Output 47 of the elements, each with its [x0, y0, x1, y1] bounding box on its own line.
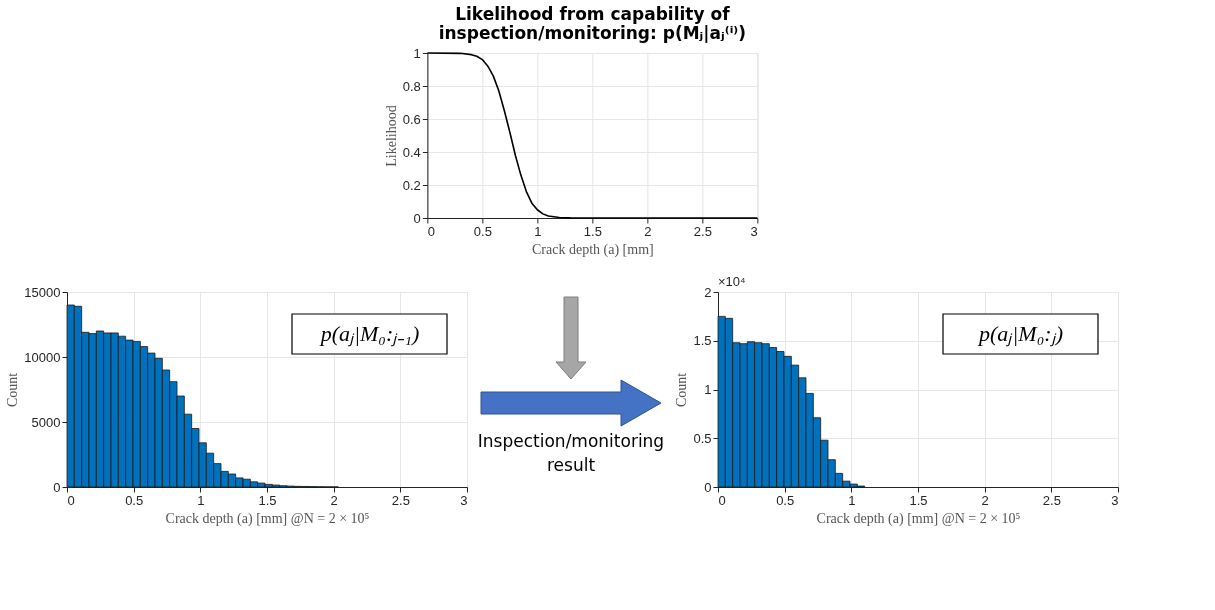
x-tick-label: 3	[750, 223, 758, 239]
x-axis-title: Crack depth (a) [mm] @N = 2 × 10⁵	[816, 510, 1021, 527]
x-tick-label: 0.5	[473, 223, 492, 239]
y-tick-label: 0.8	[402, 78, 421, 94]
y-axis-title: Count	[5, 372, 21, 408]
y-axis-title: Likelihood	[383, 105, 399, 167]
y-tick-label: 0.6	[402, 111, 421, 127]
x-tick-label: 3	[1111, 492, 1119, 508]
y-tick-label: 1.5	[693, 333, 712, 349]
text: ×10⁴	[718, 274, 746, 289]
annotation: p(aⱼ|M₀:ⱼ)	[976, 321, 1064, 347]
x-tick-label: 2.5	[693, 223, 712, 239]
y-tick-label: 1	[413, 45, 421, 61]
x-axis-title: Crack depth (a) [mm] @N = 2 × 10⁵	[165, 510, 370, 527]
x-tick-label: 1.5	[583, 223, 602, 239]
x-tick-label: 0	[427, 223, 436, 239]
y-tick-label: 2	[704, 284, 712, 300]
x-tick-label: 2	[981, 492, 989, 508]
x-tick-label: 1	[848, 492, 856, 508]
y-tick-label: 0	[53, 479, 61, 495]
x-tick-label: 0.5	[125, 492, 144, 508]
y-tick-label: 1	[704, 382, 712, 397]
chart-title: Likelihood from capability of inspection/monitoring: p(Mⱼ|aⱼ⁽ⁱ⁾)	[438, 4, 747, 43]
y-tick-label: 10000	[24, 349, 61, 365]
y-tick-label: 0.2	[402, 177, 421, 193]
text: Inspection/monitoring result	[477, 431, 665, 475]
y-tick-label: 0	[704, 479, 712, 495]
x-tick-label: 1	[534, 223, 542, 239]
x-tick-label: 0	[67, 492, 75, 508]
x-tick-label: 2.5	[1042, 492, 1061, 508]
x-tick-label: 2	[330, 492, 338, 508]
y-tick-label: 0.4	[402, 144, 421, 160]
x-tick-label: 0	[718, 492, 726, 508]
x-tick-label: 3	[460, 492, 468, 508]
x-tick-label: 1.5	[258, 492, 277, 508]
y-axis-title: Count	[674, 372, 690, 408]
x-axis-title: Crack depth (a) [mm]	[532, 241, 654, 258]
y-tick-label: 0	[413, 210, 421, 226]
annotation: p(aⱼ|M₀:ⱼ₋₁)	[318, 321, 420, 347]
x-tick-label: 2	[644, 223, 652, 239]
x-tick-label: 1	[197, 492, 205, 508]
y-tick-label: 15000	[24, 284, 61, 300]
y-tick-label: 0.5	[693, 430, 712, 446]
y-tick-label: 5000	[31, 414, 61, 430]
x-tick-label: 2.5	[391, 492, 410, 508]
x-tick-label: 1.5	[909, 492, 928, 508]
x-tick-label: 0.5	[776, 492, 795, 508]
